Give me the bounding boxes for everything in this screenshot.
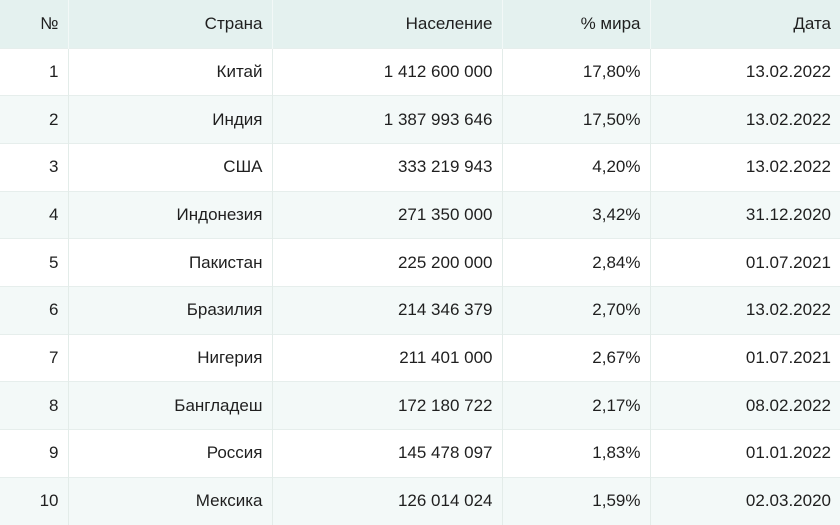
- cell-population: 271 350 000: [272, 191, 503, 239]
- header-share[interactable]: % мира: [502, 0, 651, 48]
- cell-share: 4,20%: [502, 143, 651, 192]
- header-row: № Страна Население % мира Дата: [0, 0, 840, 48]
- cell-share: 1,59%: [502, 477, 651, 525]
- cell-date: 01.07.2021: [745, 347, 831, 367]
- table-header: № Страна Население % мира Дата: [0, 0, 840, 48]
- cell-date: 13.02.2022: [745, 109, 831, 129]
- cell-share: 17,80%: [502, 48, 651, 96]
- table-row: 4 Индонезия 271 350 000 3,42% 31.12.2020: [0, 191, 840, 239]
- cell-share: 2,70%: [502, 286, 651, 335]
- header-population[interactable]: Население: [272, 0, 503, 48]
- cell-date: 13.02.2022: [745, 61, 831, 81]
- table-body: 1 Китай 1 412 600 000 17,80% 13.02.2022 …: [0, 48, 840, 525]
- cell-share: 2,17%: [502, 381, 651, 430]
- table-row: 1 Китай 1 412 600 000 17,80% 13.02.2022: [0, 48, 840, 96]
- cell-country: США: [68, 143, 273, 192]
- cell-country: Бразилия: [68, 286, 273, 335]
- cell-population: 1 387 993 646: [272, 95, 503, 144]
- cell-num: 6: [0, 286, 69, 335]
- cell-date: 13.02.2022: [745, 300, 831, 320]
- cell-population: 126 014 024: [272, 477, 503, 525]
- cell-country: Нигерия: [68, 334, 273, 382]
- table-row: 8 Бангладеш 172 180 722 2,17% 08.02.2022: [0, 381, 840, 430]
- cell-population: 211 401 000: [272, 334, 503, 382]
- header-date[interactable]: Дата: [793, 13, 831, 33]
- cell-share: 2,67%: [502, 334, 651, 382]
- cell-share: 17,50%: [502, 95, 651, 144]
- cell-date: 08.02.2022: [745, 395, 831, 415]
- cell-population: 333 219 943: [272, 143, 503, 192]
- cell-country: Россия: [68, 429, 273, 478]
- cell-num: 9: [0, 429, 69, 478]
- cell-population: 172 180 722: [272, 381, 503, 430]
- cell-country: Китай: [68, 48, 273, 96]
- cell-population: 214 346 379: [272, 286, 503, 335]
- cell-num: 2: [0, 95, 69, 144]
- table-row: 5 Пакистан 225 200 000 2,84% 01.07.2021: [0, 238, 840, 287]
- header-country[interactable]: Страна: [68, 0, 273, 48]
- cell-num: 1: [0, 48, 69, 96]
- table-row: 3 США 333 219 943 4,20% 13.02.2022: [0, 143, 840, 192]
- cell-country: Мексика: [68, 477, 273, 525]
- cell-date: 01.07.2021: [745, 252, 831, 272]
- cell-country: Индия: [68, 95, 273, 144]
- cell-date: 31.12.2020: [745, 204, 831, 224]
- table-row: 9 Россия 145 478 097 1,83% 01.01.2022: [0, 429, 840, 478]
- table-row: 2 Индия 1 387 993 646 17,50% 13.02.2022: [0, 95, 840, 144]
- cell-share: 3,42%: [502, 191, 651, 239]
- cell-population: 225 200 000: [272, 238, 503, 287]
- cell-date: 13.02.2022: [745, 157, 831, 177]
- cell-country: Индонезия: [68, 191, 273, 239]
- cell-num: 7: [0, 334, 69, 382]
- cell-population: 1 412 600 000: [272, 48, 503, 96]
- table-row: 6 Бразилия 214 346 379 2,70% 13.02.2022: [0, 286, 840, 335]
- cell-date: 02.03.2020: [745, 491, 831, 511]
- cell-num: 10: [0, 477, 69, 525]
- cell-num: 3: [0, 143, 69, 192]
- cell-country: Пакистан: [68, 238, 273, 287]
- cell-date: 01.01.2022: [745, 443, 831, 463]
- cell-num: 4: [0, 191, 69, 239]
- cell-num: 5: [0, 238, 69, 287]
- cell-num: 8: [0, 381, 69, 430]
- cell-population: 145 478 097: [272, 429, 503, 478]
- cell-share: 1,83%: [502, 429, 651, 478]
- cell-country: Бангладеш: [68, 381, 273, 430]
- table-row: 7 Нигерия 211 401 000 2,67% 01.07.2021: [0, 334, 840, 382]
- header-num[interactable]: №: [0, 0, 69, 48]
- cell-share: 2,84%: [502, 238, 651, 287]
- table-row: 10 Мексика 126 014 024 1,59% 02.03.2020: [0, 477, 840, 525]
